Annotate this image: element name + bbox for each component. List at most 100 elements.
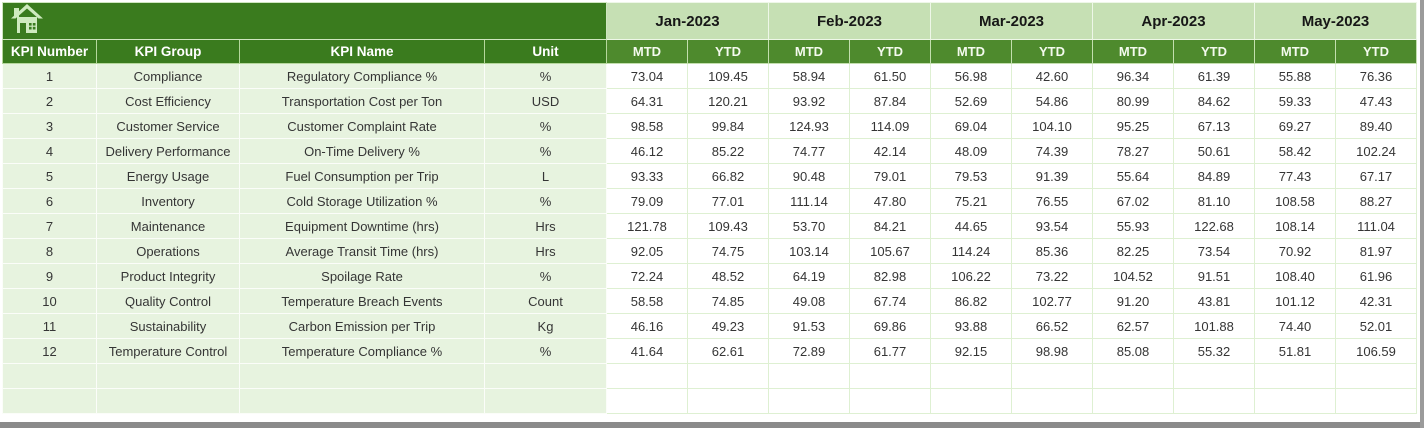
kpi-number-cell[interactable]: 4	[2, 138, 97, 164]
kpi-number-cell[interactable]: 12	[2, 338, 97, 364]
value-cell[interactable]: 41.64	[606, 338, 688, 364]
month-header[interactable]: Jan-2023	[606, 2, 769, 40]
value-cell[interactable]: 122.68	[1173, 213, 1255, 239]
value-cell[interactable]: 46.16	[606, 313, 688, 339]
value-cell[interactable]: 101.88	[1173, 313, 1255, 339]
value-cell[interactable]: 67.02	[1092, 188, 1174, 214]
column-header-kpi-name[interactable]: KPI Name	[239, 39, 485, 64]
value-cell[interactable]: 93.88	[930, 313, 1012, 339]
kpi-group-cell[interactable]: Cost Efficiency	[96, 88, 240, 114]
value-cell[interactable]: 56.98	[930, 63, 1012, 89]
kpi-name-cell[interactable]: Transportation Cost per Ton	[239, 88, 485, 114]
kpi-number-cell[interactable]: 7	[2, 213, 97, 239]
kpi-number-cell[interactable]: 8	[2, 238, 97, 264]
empty-cell[interactable]	[849, 363, 931, 389]
value-cell[interactable]: 69.27	[1254, 113, 1336, 139]
subheader-ytd[interactable]: YTD	[1011, 39, 1093, 64]
value-cell[interactable]: 72.89	[768, 338, 850, 364]
value-cell[interactable]: 85.36	[1011, 238, 1093, 264]
empty-cell[interactable]	[930, 363, 1012, 389]
value-cell[interactable]: 106.59	[1335, 338, 1417, 364]
empty-cell[interactable]	[606, 363, 688, 389]
value-cell[interactable]: 47.43	[1335, 88, 1417, 114]
empty-cell[interactable]	[96, 363, 240, 389]
kpi-name-cell[interactable]: Spoilage Rate	[239, 263, 485, 289]
value-cell[interactable]: 109.43	[687, 213, 769, 239]
value-cell[interactable]: 47.80	[849, 188, 931, 214]
empty-cell[interactable]	[239, 363, 485, 389]
right-scrollbar-edge[interactable]	[1420, 0, 1424, 428]
empty-cell[interactable]	[606, 388, 688, 414]
empty-cell[interactable]	[1092, 388, 1174, 414]
value-cell[interactable]: 106.22	[930, 263, 1012, 289]
value-cell[interactable]: 55.93	[1092, 213, 1174, 239]
value-cell[interactable]: 46.12	[606, 138, 688, 164]
value-cell[interactable]: 111.14	[768, 188, 850, 214]
empty-cell[interactable]	[849, 388, 931, 414]
value-cell[interactable]: 48.52	[687, 263, 769, 289]
value-cell[interactable]: 53.70	[768, 213, 850, 239]
value-cell[interactable]: 55.88	[1254, 63, 1336, 89]
unit-cell[interactable]: %	[484, 263, 607, 289]
subheader-mtd[interactable]: MTD	[930, 39, 1012, 64]
unit-cell[interactable]: %	[484, 338, 607, 364]
bottom-scrollbar-edge[interactable]	[0, 422, 1424, 428]
unit-cell[interactable]: %	[484, 113, 607, 139]
kpi-number-cell[interactable]: 2	[2, 88, 97, 114]
kpi-number-cell[interactable]: 9	[2, 263, 97, 289]
value-cell[interactable]: 58.42	[1254, 138, 1336, 164]
value-cell[interactable]: 74.39	[1011, 138, 1093, 164]
value-cell[interactable]: 78.27	[1092, 138, 1174, 164]
value-cell[interactable]: 99.84	[687, 113, 769, 139]
value-cell[interactable]: 92.15	[930, 338, 1012, 364]
value-cell[interactable]: 82.98	[849, 263, 931, 289]
value-cell[interactable]: 85.22	[687, 138, 769, 164]
unit-cell[interactable]: %	[484, 188, 607, 214]
home-icon[interactable]	[10, 4, 44, 39]
value-cell[interactable]: 81.10	[1173, 188, 1255, 214]
value-cell[interactable]: 82.25	[1092, 238, 1174, 264]
value-cell[interactable]: 59.33	[1254, 88, 1336, 114]
kpi-name-cell[interactable]: Temperature Breach Events	[239, 288, 485, 314]
value-cell[interactable]: 104.10	[1011, 113, 1093, 139]
empty-cell[interactable]	[1092, 363, 1174, 389]
value-cell[interactable]: 91.51	[1173, 263, 1255, 289]
empty-cell[interactable]	[1011, 363, 1093, 389]
value-cell[interactable]: 124.93	[768, 113, 850, 139]
kpi-group-cell[interactable]: Quality Control	[96, 288, 240, 314]
month-header[interactable]: Apr-2023	[1092, 2, 1255, 40]
kpi-number-cell[interactable]: 11	[2, 313, 97, 339]
kpi-group-cell[interactable]: Sustainability	[96, 313, 240, 339]
value-cell[interactable]: 50.61	[1173, 138, 1255, 164]
value-cell[interactable]: 103.14	[768, 238, 850, 264]
value-cell[interactable]: 98.98	[1011, 338, 1093, 364]
kpi-group-cell[interactable]: Energy Usage	[96, 163, 240, 189]
value-cell[interactable]: 91.20	[1092, 288, 1174, 314]
value-cell[interactable]: 93.54	[1011, 213, 1093, 239]
unit-cell[interactable]: %	[484, 63, 607, 89]
value-cell[interactable]: 93.92	[768, 88, 850, 114]
kpi-number-cell[interactable]: 3	[2, 113, 97, 139]
value-cell[interactable]: 48.09	[930, 138, 1012, 164]
empty-cell[interactable]	[484, 363, 607, 389]
value-cell[interactable]: 84.62	[1173, 88, 1255, 114]
empty-cell[interactable]	[768, 388, 850, 414]
value-cell[interactable]: 69.04	[930, 113, 1012, 139]
value-cell[interactable]: 79.01	[849, 163, 931, 189]
kpi-group-cell[interactable]: Temperature Control	[96, 338, 240, 364]
subheader-ytd[interactable]: YTD	[1173, 39, 1255, 64]
value-cell[interactable]: 98.58	[606, 113, 688, 139]
month-header[interactable]: May-2023	[1254, 2, 1417, 40]
empty-cell[interactable]	[930, 388, 1012, 414]
value-cell[interactable]: 74.75	[687, 238, 769, 264]
kpi-name-cell[interactable]: Carbon Emission per Trip	[239, 313, 485, 339]
kpi-number-cell[interactable]: 1	[2, 63, 97, 89]
empty-cell[interactable]	[687, 388, 769, 414]
value-cell[interactable]: 104.52	[1092, 263, 1174, 289]
subheader-mtd[interactable]: MTD	[606, 39, 688, 64]
value-cell[interactable]: 73.54	[1173, 238, 1255, 264]
value-cell[interactable]: 96.34	[1092, 63, 1174, 89]
kpi-name-cell[interactable]: Cold Storage Utilization %	[239, 188, 485, 214]
value-cell[interactable]: 62.57	[1092, 313, 1174, 339]
value-cell[interactable]: 81.97	[1335, 238, 1417, 264]
